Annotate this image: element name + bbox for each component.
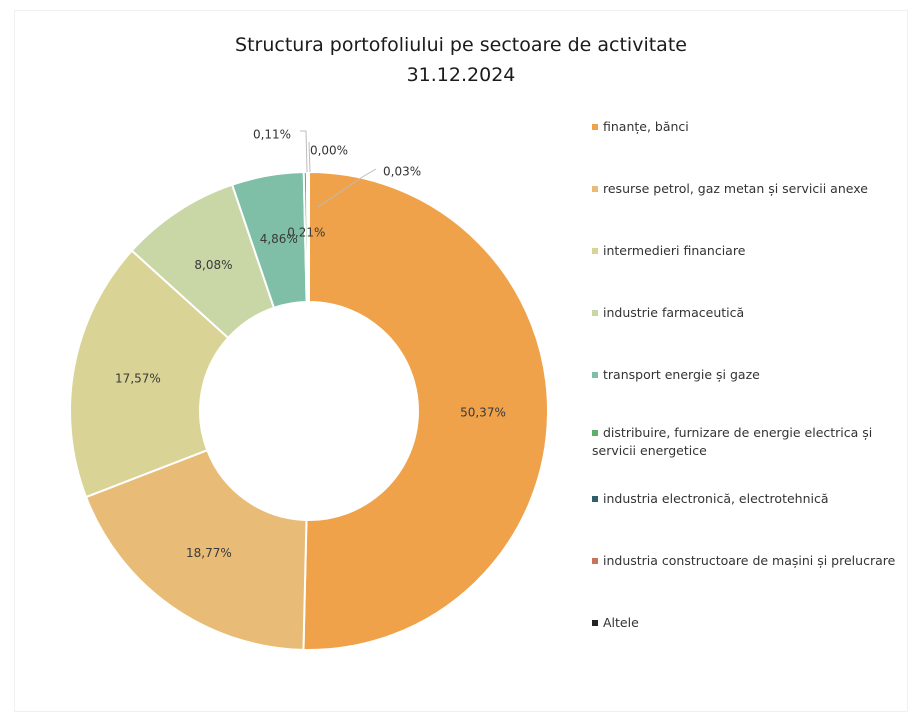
data-label-altele: 0,03% (383, 165, 421, 179)
legend-swatch (592, 310, 598, 316)
legend-label: finanțe, bănci (603, 119, 689, 134)
legend-swatch (592, 372, 598, 378)
legend-swatch (592, 186, 598, 192)
legend-item-distribuire-furnizare-de-energie-electrica-si-servicii-energetice: distribuire, furnizare de energie electr… (592, 424, 910, 460)
legend-label: distribuire, furnizare de energie electr… (592, 425, 873, 458)
legend-label: industria electronică, electrotehnică (603, 491, 829, 506)
legend-item-industria-electronica-electrotehnica: industria electronică, electrotehnică (592, 490, 922, 508)
data-label-resurse-petrol-gaz-metan-si-servicii-anexe: 18,77% (186, 546, 232, 560)
legend-label: industrie farmaceutică (603, 305, 745, 320)
data-label-industrie-farmaceutica: 8,08% (194, 258, 232, 272)
legend-label: transport energie și gaze (603, 367, 760, 382)
leader-line-industria-electronica-electrotehnica (300, 130, 308, 173)
data-label-finante-banci: 50,37% (460, 406, 506, 420)
slice-intermedieri-financiare (69, 249, 230, 499)
data-label-distribuire-furnizare-de-energie-electrica-si-servicii-energetice: 0,21% (287, 226, 325, 240)
leader-line-altele (317, 168, 377, 208)
slice-finante-banci (302, 170, 549, 651)
leader-line-industria-constructoare-de-masini-si-prelucrare (308, 141, 311, 173)
data-label-transport-energie-si-gaze: 4,86% (260, 232, 298, 246)
legend-swatch (592, 620, 598, 626)
legend-label: intermedieri financiare (603, 243, 746, 258)
data-label-industria-electronica-electrotehnica: 0,11% (253, 128, 291, 142)
legend-item-industrie-farmaceutica: industrie farmaceutică (592, 304, 922, 322)
data-label-intermedieri-financiare: 17,57% (115, 372, 161, 386)
legend-item-finante-banci: finanțe, bănci (592, 118, 922, 136)
chart-subtitle: 31.12.2024 (406, 64, 516, 86)
data-label-industria-constructoare-de-masini-si-prelucrare: 0,00% (310, 144, 348, 158)
legend-swatch (592, 124, 598, 130)
slice-resurse-petrol-gaz-metan-si-servicii-anexe (84, 448, 308, 651)
legend-swatch (592, 558, 598, 564)
legend-item-resurse-petrol-gaz-metan-si-servicii-anexe: resurse petrol, gaz metan și servicii an… (592, 180, 922, 198)
legend-swatch (592, 248, 598, 254)
legend-label: industria constructoare de mașini și pre… (603, 553, 896, 568)
chart-title: Structura portofoliului pe sectoare de a… (235, 34, 687, 56)
legend-item-altele: Altele (592, 614, 922, 632)
legend-item-transport-energie-si-gaze: transport energie și gaze (592, 366, 922, 384)
legend-item-industria-constructoare-de-masini-si-prelucrare: industria constructoare de mașini și pre… (592, 552, 922, 570)
legend-swatch (592, 496, 598, 502)
legend-item-intermedieri-financiare: intermedieri financiare (592, 242, 922, 260)
legend-label: resurse petrol, gaz metan și servicii an… (603, 181, 868, 196)
legend-label: Altele (603, 615, 639, 630)
legend-swatch (592, 430, 598, 436)
